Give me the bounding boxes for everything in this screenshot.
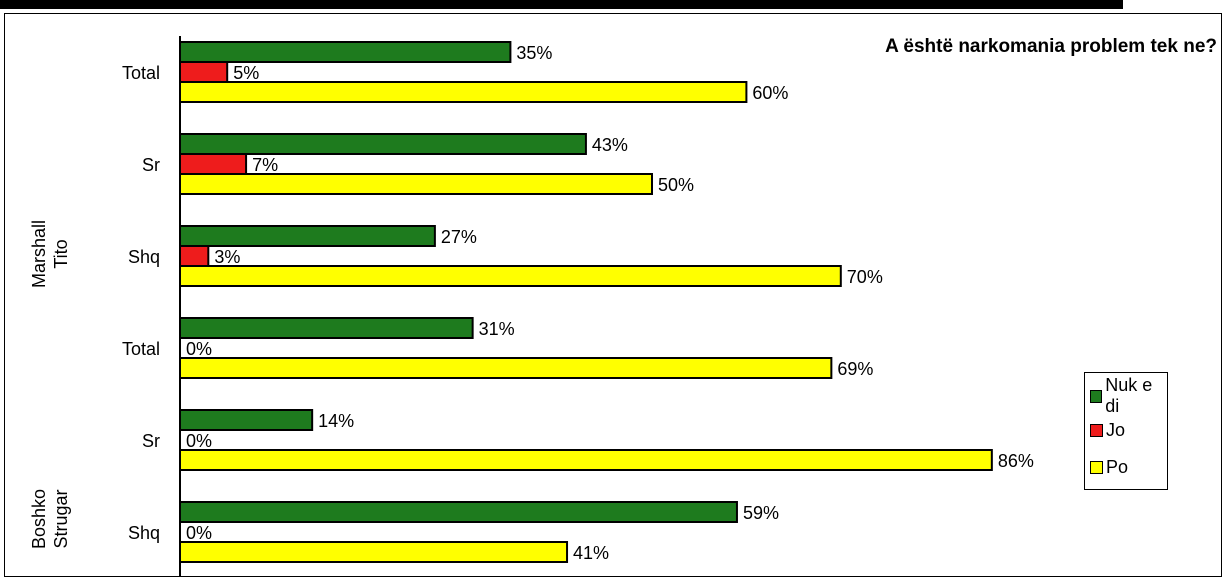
data-label-nuk-e-di: 43% <box>592 135 628 155</box>
bar-jo <box>179 245 210 267</box>
bar-nuk-e-di <box>179 225 436 247</box>
bars-layer <box>179 36 993 576</box>
group-label: Marshall Tito <box>29 220 71 288</box>
legend-label-po: Po <box>1106 456 1129 477</box>
data-label-nuk-e-di: 27% <box>441 227 477 247</box>
legend-item-jo: Jo <box>1090 419 1125 441</box>
data-label-jo: 5% <box>233 63 259 83</box>
legend-item-po: Po <box>1090 456 1128 478</box>
bar-po <box>179 541 569 563</box>
legend-label-jo: Jo <box>1106 419 1126 440</box>
bar-po <box>179 265 842 287</box>
bar-jo <box>179 153 248 175</box>
legend: Nuk e di Jo Po <box>1084 372 1168 490</box>
data-label-jo: 3% <box>214 247 240 267</box>
category-label: Shq <box>128 247 160 267</box>
bar-po <box>179 357 833 379</box>
bar-po <box>179 81 748 103</box>
data-label-po: 60% <box>752 83 788 103</box>
data-label-po: 69% <box>837 359 873 379</box>
bar-chart: A është narkomania problem tek ne? Total… <box>29 36 1217 576</box>
legend-label-nuk-e-di: Nuk e di <box>1105 375 1153 416</box>
legend-item-nuk-e-di: Nuk e di <box>1090 375 1167 416</box>
data-label-nuk-e-di: 35% <box>516 43 552 63</box>
data-label-nuk-e-di: 14% <box>318 411 354 431</box>
legend-swatch-po <box>1090 460 1103 474</box>
labels-layer: Total 35% 5% 60% Sr 43% 7% 50% Shq 27% 3% 70% Total 3… <box>29 43 1034 563</box>
bar-po <box>179 449 993 471</box>
bar-nuk-e-di <box>179 133 587 155</box>
group-label: Boshko Strugar <box>29 489 71 549</box>
data-label-po: 41% <box>573 543 609 563</box>
data-label-jo: 7% <box>252 155 278 175</box>
bar-po <box>179 173 653 195</box>
bar-nuk-e-di <box>179 317 474 339</box>
legend-swatch-nuk-e-di <box>1090 389 1103 403</box>
data-label-po: 70% <box>847 267 883 287</box>
category-label: Shq <box>128 523 160 543</box>
data-label-jo: 0% <box>186 431 212 451</box>
data-label-jo: 0% <box>186 523 212 543</box>
data-label-jo: 0% <box>186 339 212 359</box>
category-label: Total <box>122 63 160 83</box>
chart-frame: A është narkomania problem tek ne? Total… <box>4 13 1222 577</box>
bar-jo <box>179 61 229 83</box>
data-label-po: 86% <box>998 451 1034 471</box>
category-label: Sr <box>142 431 160 451</box>
top-border-bar <box>0 0 1123 9</box>
category-label: Sr <box>142 155 160 175</box>
bar-nuk-e-di <box>179 501 738 523</box>
category-label: Total <box>122 339 160 359</box>
data-label-po: 50% <box>658 175 694 195</box>
legend-swatch-jo <box>1090 423 1103 437</box>
data-label-nuk-e-di: 31% <box>479 319 515 339</box>
bar-nuk-e-di <box>179 41 512 63</box>
data-label-nuk-e-di: 59% <box>743 503 779 523</box>
bar-nuk-e-di <box>179 409 314 431</box>
chart-title: A është narkomania problem tek ne? <box>885 36 1217 57</box>
